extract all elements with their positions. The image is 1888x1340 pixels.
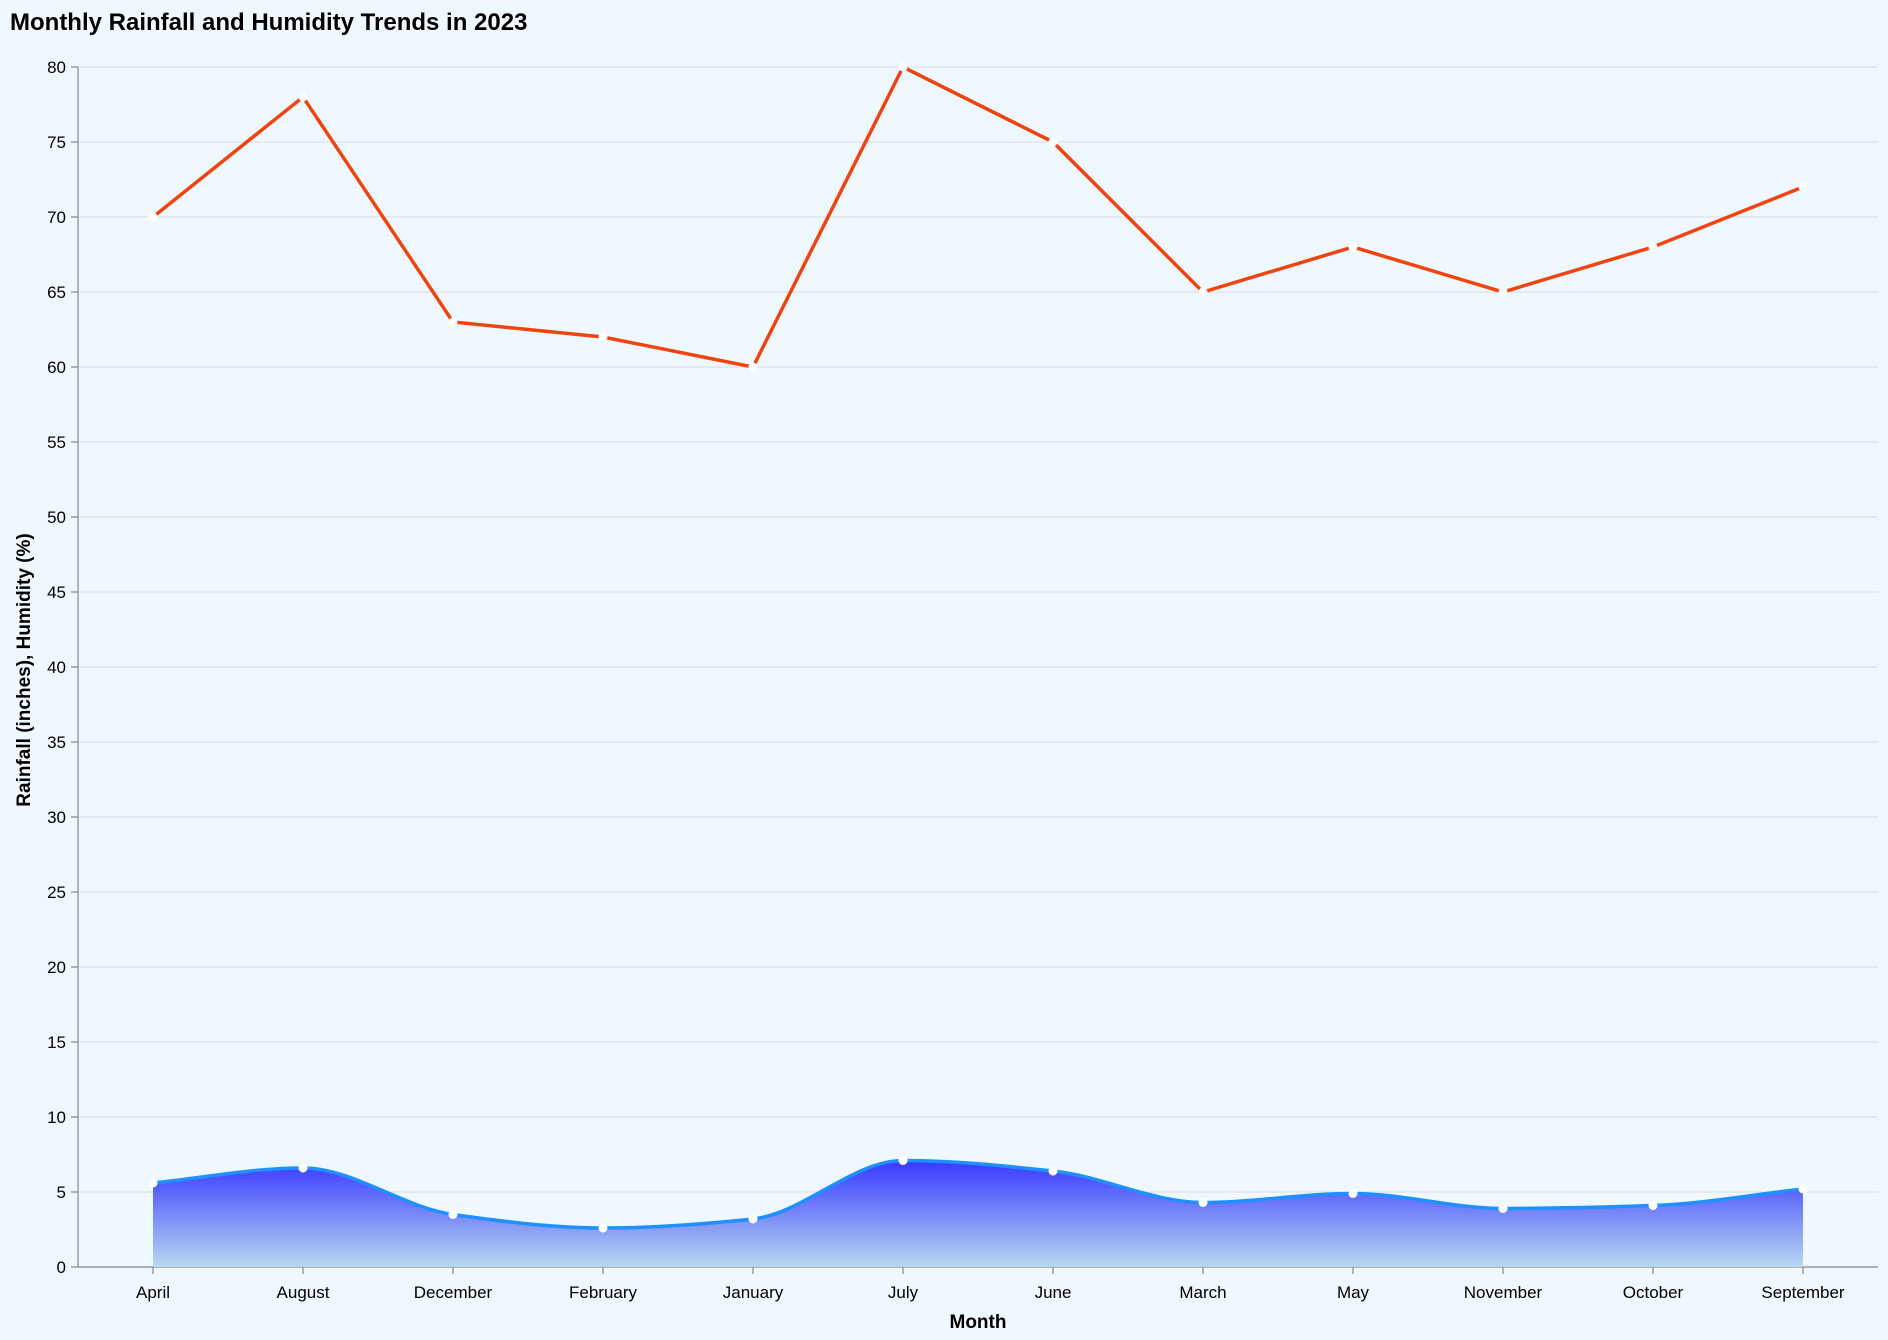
rainfall-point	[1198, 1198, 1208, 1207]
humidity-line	[151, 64, 1804, 369]
humidity-point	[748, 362, 758, 372]
x-tick-label: March	[1179, 1283, 1226, 1302]
humidity-point	[598, 332, 608, 342]
x-tick-label: May	[1337, 1283, 1370, 1302]
y-axis: 0 5 10 15 20 25 30 35 40 45 50 55 60 65 70 75 80	[47, 58, 79, 1277]
rainfall-point	[1798, 1184, 1808, 1194]
rainfall-point	[598, 1223, 608, 1233]
rainfall-point	[448, 1210, 458, 1219]
y-tick-label: 60	[47, 358, 66, 377]
humidity-point	[1648, 242, 1658, 252]
rainfall-point	[1648, 1201, 1658, 1210]
humidity-point	[1048, 137, 1058, 147]
y-tick-label: 45	[47, 583, 66, 602]
humidity-point	[298, 92, 308, 102]
y-tick-label: 10	[47, 1108, 66, 1127]
series-layer	[148, 62, 1808, 1267]
rainfall-line	[152, 1158, 1804, 1230]
x-tick-label: December	[414, 1283, 493, 1302]
rainfall-point	[748, 1214, 758, 1224]
y-tick-label: 80	[47, 58, 66, 77]
y-tick-label: 30	[47, 808, 66, 827]
y-tick-label: 65	[47, 283, 66, 302]
y-tick-label: 40	[47, 658, 66, 677]
y-tick-label: 55	[47, 433, 66, 452]
humidity-point	[1198, 287, 1208, 297]
x-tick-label: August	[277, 1283, 330, 1302]
x-tick-label: October	[1623, 1283, 1684, 1302]
y-tick-label: 50	[47, 508, 66, 527]
chart-title: Monthly Rainfall and Humidity Trends in …	[10, 9, 527, 36]
y-tick-label: 70	[47, 208, 66, 227]
rainfall-point	[298, 1163, 308, 1173]
y-tick-label: 75	[47, 133, 66, 152]
y-axis-title: Rainfall (inches), Humidity (%)	[14, 533, 35, 806]
y-tick-label: 15	[47, 1033, 66, 1052]
humidity-point	[148, 212, 158, 222]
rainfall-point	[148, 1178, 158, 1188]
x-axis-title: Month	[950, 1312, 1007, 1333]
rainfall-point	[898, 1156, 908, 1165]
y-tick-label: 5	[57, 1183, 66, 1202]
x-tick-label: November	[1464, 1283, 1543, 1302]
x-axis: April August December February January July Ju…	[78, 1266, 1878, 1302]
x-tick-label: September	[1761, 1283, 1844, 1302]
rainfall-point	[1348, 1189, 1358, 1198]
rainfall-point	[1048, 1166, 1058, 1176]
x-tick-label: April	[136, 1283, 170, 1302]
x-tick-label: January	[723, 1283, 784, 1302]
humidity-point	[898, 62, 908, 72]
humidity-point	[448, 317, 458, 327]
rainfall-area	[153, 1160, 1803, 1267]
humidity-point	[1498, 287, 1508, 297]
grid-lines	[78, 66, 1878, 1268]
y-tick-label: 25	[47, 883, 66, 902]
y-tick-label: 35	[47, 733, 66, 752]
rainfall-point	[1498, 1204, 1508, 1213]
x-tick-label: June	[1035, 1283, 1072, 1302]
y-tick-label: 20	[47, 958, 66, 977]
humidity-point	[1798, 182, 1808, 192]
x-tick-label: July	[888, 1283, 919, 1302]
y-tick-label: 0	[57, 1258, 66, 1277]
humidity-point	[1348, 242, 1358, 252]
x-tick-label: February	[569, 1283, 638, 1302]
